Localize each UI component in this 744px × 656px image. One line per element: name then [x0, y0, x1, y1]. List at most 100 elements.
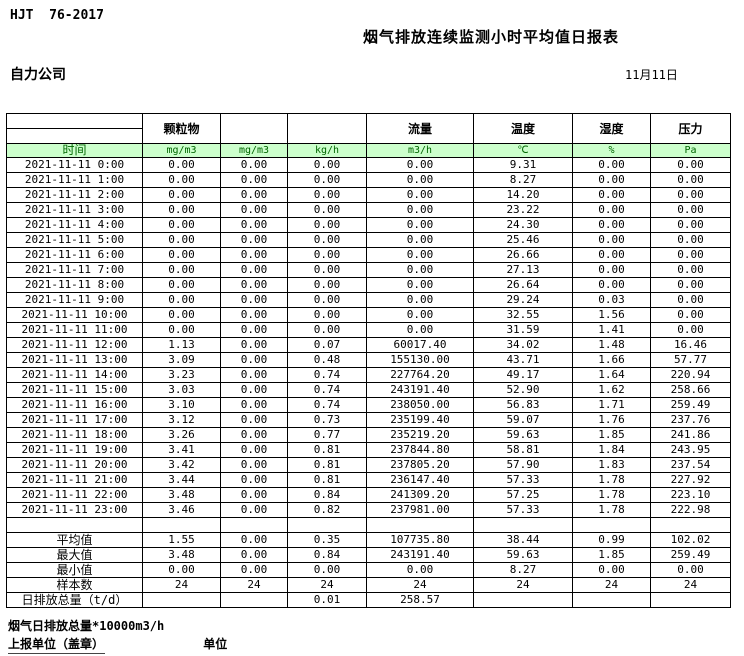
value-cell: 0.00	[142, 187, 221, 203]
value-cell: 0.00	[650, 562, 731, 578]
value-cell: 241309.20	[366, 487, 474, 503]
value-cell: 24	[220, 577, 288, 593]
value-cell: 0.00	[220, 382, 288, 398]
value-cell: 0.00	[220, 277, 288, 293]
separator-section	[6, 517, 731, 533]
unit-mgm3-2: mg/m3	[220, 143, 288, 158]
value-cell: 0.00	[572, 562, 651, 578]
value-cell: 0.00	[572, 217, 651, 233]
table-row: 2021-11-11 23:00 3.46 0.00 0.82 237981.00 57.…	[6, 502, 731, 518]
value-cell: 238050.00	[366, 397, 474, 413]
value-cell: 0.00	[220, 457, 288, 473]
time-cell: 2021-11-11 0:00	[6, 157, 143, 173]
value-cell: 241.86	[650, 427, 731, 443]
value-cell: 0.00	[220, 187, 288, 203]
value-cell: 57.77	[650, 352, 731, 368]
company-name: 自力公司	[10, 67, 66, 83]
unit-label: 单位	[203, 637, 228, 651]
value-cell: 0.00	[220, 322, 288, 338]
value-cell: 3.44	[142, 472, 221, 488]
value-cell: 0.00	[220, 307, 288, 323]
value-cell: 243.95	[650, 442, 731, 458]
value-cell: 258.57	[366, 592, 474, 608]
flue-gas-total-note: 烟气日排放总量*10000m3/h	[8, 619, 165, 633]
value-cell: 243191.40	[366, 547, 474, 563]
value-cell: 0.00	[287, 562, 367, 578]
value-cell: 1.78	[572, 502, 651, 518]
table-row: 2021-11-11 0:00 0.00 0.00 0.00 0.00 9.31 0.00 0…	[6, 157, 731, 173]
time-cell: 2021-11-11 10:00	[6, 307, 143, 323]
time-cell: 2021-11-11 8:00	[6, 277, 143, 293]
value-cell: 222.98	[650, 502, 731, 518]
empty-cell	[366, 517, 474, 533]
time-cell: 2021-11-11 2:00	[6, 187, 143, 203]
value-cell: 0.00	[366, 562, 474, 578]
value-cell: 0.00	[287, 307, 367, 323]
value-cell: 0.00	[650, 187, 731, 203]
value-cell: 24	[142, 577, 221, 593]
value-cell: 0.00	[650, 202, 731, 218]
value-cell: 3.41	[142, 442, 221, 458]
value-cell: 0.81	[287, 442, 367, 458]
value-cell: 38.44	[473, 532, 573, 548]
value-cell: 1.78	[572, 487, 651, 503]
value-cell: 0.00	[287, 322, 367, 338]
value-cell: 0.00	[572, 172, 651, 188]
value-cell: 227.92	[650, 472, 731, 488]
value-cell: 0.00	[142, 157, 221, 173]
value-cell: 0.00	[220, 202, 288, 218]
value-cell: 0.00	[142, 202, 221, 218]
value-cell: 0.00	[572, 202, 651, 218]
value-cell: 0.00	[142, 172, 221, 188]
summary-row: 样本数 24 24 24 24 24 24 24	[6, 577, 731, 593]
value-cell: 3.12	[142, 412, 221, 428]
value-cell: 0.00	[220, 292, 288, 308]
value-cell: 0.48	[287, 352, 367, 368]
value-cell: 259.49	[650, 547, 731, 563]
value-cell: 0.00	[572, 247, 651, 263]
table-row: 2021-11-11 6:00 0.00 0.00 0.00 0.00 26.66 0.00…	[6, 247, 731, 263]
value-cell: 0.00	[287, 157, 367, 173]
table-row: 2021-11-11 1:00 0.00 0.00 0.00 0.00 8.27 0.00 0…	[6, 172, 731, 188]
time-cell: 2021-11-11 15:00	[6, 382, 143, 398]
header-particulate: 颗粒物	[142, 113, 221, 144]
value-cell: 8.27	[473, 172, 573, 188]
unit-kgh: kg/h	[287, 143, 367, 158]
report-date: 11月11日	[625, 68, 678, 82]
value-cell: 0.00	[572, 187, 651, 203]
table-row: 2021-11-11 10:00 0.00 0.00 0.00 0.00 32.55 1.5…	[6, 307, 731, 323]
group-header-row: 颗粒物 流量 温度 湿度 压力	[6, 113, 731, 144]
time-cell: 2021-11-11 22:00	[6, 487, 143, 503]
value-cell: 0.00	[142, 217, 221, 233]
time-cell: 2021-11-11 21:00	[6, 472, 143, 488]
value-cell: 0.00	[650, 307, 731, 323]
data-rows: 2021-11-11 0:00 0.00 0.00 0.00 0.00 9.31 0.00 0…	[6, 157, 731, 518]
empty-cell	[6, 517, 143, 533]
table-row: 2021-11-11 19:00 3.41 0.00 0.81 237844.80 58.…	[6, 442, 731, 458]
value-cell: 0.35	[287, 532, 367, 548]
value-cell: 0.03	[572, 292, 651, 308]
value-cell: 0.00	[366, 217, 474, 233]
value-cell: 0.00	[366, 187, 474, 203]
value-cell: 8.27	[473, 562, 573, 578]
value-cell: 236147.40	[366, 472, 474, 488]
value-cell: 0.00	[142, 262, 221, 278]
value-cell: 1.85	[572, 427, 651, 443]
summary-label: 最小值	[6, 562, 143, 578]
value-cell: 3.46	[142, 502, 221, 518]
value-cell: 1.56	[572, 307, 651, 323]
value-cell: 220.94	[650, 367, 731, 383]
value-cell: 0.00	[220, 427, 288, 443]
value-cell: 24	[366, 577, 474, 593]
value-cell: 0.00	[287, 232, 367, 248]
value-cell: 1.85	[572, 547, 651, 563]
value-cell: 0.00	[220, 532, 288, 548]
value-cell: 0.00	[572, 277, 651, 293]
table-header: 颗粒物 流量 温度 湿度 压力 时间 mg/m3 mg/m3 kg/h m3/h…	[6, 113, 731, 158]
value-cell: 32.55	[473, 307, 573, 323]
time-cell: 2021-11-11 13:00	[6, 352, 143, 368]
value-cell: 0.00	[650, 157, 731, 173]
value-cell: 0.00	[287, 217, 367, 233]
table-row: 2021-11-11 14:00 3.23 0.00 0.74 227764.20 49.…	[6, 367, 731, 383]
value-cell: 57.90	[473, 457, 573, 473]
